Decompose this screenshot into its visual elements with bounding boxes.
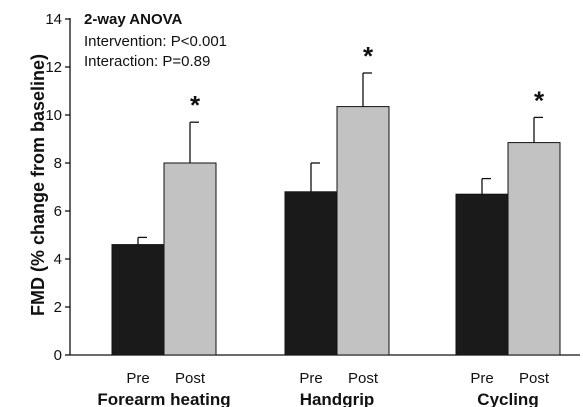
x-tick-label: Post <box>175 370 206 387</box>
bar-pre <box>111 244 165 356</box>
significance-star: * <box>534 85 545 115</box>
y-tick-label: 10 <box>45 107 62 124</box>
x-tick-label: Pre <box>126 370 149 387</box>
group-label: Handgrip <box>300 390 375 407</box>
x-labels: Pre Post Forearm heating Pre Post Handgrip Pre… <box>97 370 549 407</box>
bar-post <box>336 106 390 356</box>
x-tick-label: Pre <box>299 370 322 387</box>
y-tick-label: 12 <box>45 59 62 76</box>
x-tick-label: Pre <box>470 370 493 387</box>
y-tick-label: 4 <box>54 251 62 268</box>
bar-post <box>163 162 217 356</box>
y-tick-label: 8 <box>54 155 62 172</box>
y-tick-label: 6 <box>54 203 62 220</box>
anova-title: 2-way ANOVA <box>84 11 183 28</box>
anova-interaction: Interaction: P=0.89 <box>84 53 210 70</box>
y-tick-label: 14 <box>45 11 62 28</box>
group-label: Cycling <box>477 390 538 407</box>
bars: * * * <box>111 41 561 356</box>
anova-annotation: 2-way ANOVA Intervention: P<0.001 Intera… <box>84 11 227 70</box>
significance-star: * <box>363 41 374 71</box>
x-tick-label: Post <box>348 370 379 387</box>
bar-pre <box>284 191 338 356</box>
x-tick-label: Post <box>519 370 550 387</box>
bar-post <box>507 142 561 356</box>
y-axis-label: FMD (% change from baseline) <box>28 54 48 316</box>
y-tick-label: 2 <box>54 299 62 316</box>
group-label: Forearm heating <box>97 390 230 407</box>
anova-intervention: Intervention: P<0.001 <box>84 33 227 50</box>
y-tick-label: 0 <box>54 347 62 364</box>
bar-pre <box>455 193 509 356</box>
significance-star: * <box>190 90 201 120</box>
